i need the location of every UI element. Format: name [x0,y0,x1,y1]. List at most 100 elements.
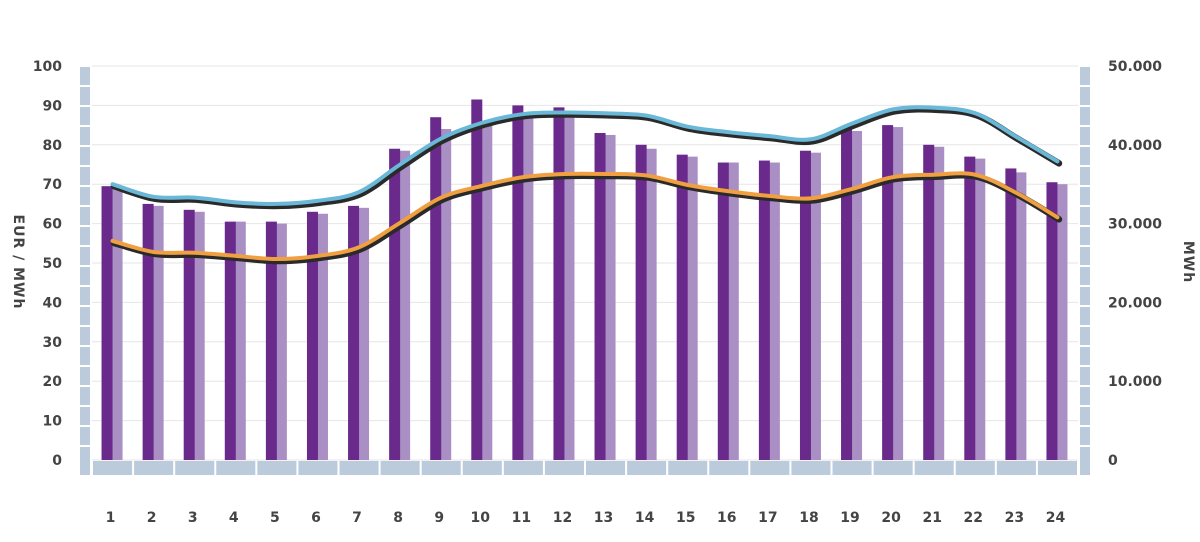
x-axis-strip-block [298,461,338,475]
x-axis-strip-block [832,461,872,475]
x-axis-strip-block [175,461,215,475]
left-tick-label: 10 [43,414,63,430]
x-tick-label: 7 [352,510,362,526]
x-tick-label: 6 [311,510,321,526]
axis-strip-block [1080,147,1090,165]
axis-strip-block [1080,427,1090,445]
bar-light [604,134,616,460]
right-tick-label: 10.000 [1108,374,1162,390]
bar-light [768,162,780,460]
x-axis-strip [80,461,1090,475]
x-tick-label: 14 [635,510,655,526]
x-axis-strip-block [257,461,297,475]
right-tick-label: 50.000 [1108,59,1162,75]
left-tick-label: 30 [43,335,63,351]
x-axis-ticks: 1 2 3 4 5 6 7 8 9 10 11 12 13 14 15 16 17 18 19 20 21 22 23 24 [106,510,1066,526]
bar-dark [224,221,236,460]
right-axis-title: MWh [1180,241,1196,283]
bar-light [193,211,205,460]
x-tick-label: 23 [1005,510,1024,526]
x-axis-strip-block [462,461,502,475]
x-tick-label: 17 [758,510,777,526]
bar-dark [964,156,976,460]
axis-strip-block [1080,67,1090,85]
bar-dark [594,132,606,461]
bar-light [234,221,246,460]
bar-dark [183,209,195,460]
bar-dark [101,186,113,461]
axis-strip-block [1080,107,1090,125]
axis-strip-block [80,327,90,345]
bar-dark [553,107,565,461]
bar-light [563,113,575,460]
x-axis-strip-block [914,461,954,475]
axis-strip-block [1080,127,1090,145]
x-tick-label: 24 [1046,510,1066,526]
bar-dark [1046,182,1058,461]
bar-dark [799,150,811,460]
bar-light [1015,172,1027,460]
x-axis-strip-block [586,461,626,475]
bar-dark [882,125,894,460]
x-axis-strip-block [503,461,543,475]
axis-strip-block [1080,87,1090,105]
bar-dark [142,203,154,460]
axis-strip-block [80,267,90,285]
x-axis-strip-block [544,461,584,475]
bar-light [481,121,493,460]
bar-dark [676,154,688,460]
bar-dark [306,211,318,460]
axis-strip-block [80,227,90,245]
axis-strip-block [80,427,90,445]
x-tick-label: 10 [471,510,491,526]
right-axis-ticks: 0 10.000 20.000 30.000 40.000 50.000 [1108,59,1162,469]
line-orange-shadow [110,172,1063,265]
bar-light [440,129,452,461]
axis-strip-block [80,187,90,205]
axis-strip-block [1080,407,1090,425]
left-tick-label: 40 [43,295,63,311]
left-axis-title: EUR / MWh [10,215,26,310]
axis-strip-block [1080,367,1090,385]
axis-strip-block [80,461,90,475]
bar-light [1056,184,1068,460]
x-tick-label: 19 [840,510,859,526]
x-axis-strip-block [1037,461,1077,475]
right-tick-label: 20.000 [1108,295,1162,311]
x-axis-strip-block [873,461,913,475]
right-tick-label: 30.000 [1108,217,1162,233]
right-tick-label: 0 [1108,453,1118,469]
axis-strip-block [80,107,90,125]
axis-strip-block [1080,447,1090,465]
x-axis-strip-block [627,461,667,475]
axis-strip-block [1080,307,1090,325]
line-blue-shadow [110,106,1063,210]
left-tick-label: 80 [43,138,63,154]
axis-strip-block [80,67,90,85]
bar-dark [717,162,729,460]
axis-strip-block [80,207,90,225]
bar-dark [471,99,483,461]
bar-light [152,205,164,460]
x-axis-strip-block [668,461,708,475]
axis-strip-block [1080,187,1090,205]
x-tick-label: 13 [594,510,613,526]
axis-strip-block [1080,247,1090,265]
axis-strip-block [80,407,90,425]
x-axis-strip-block [750,461,790,475]
bar-light [316,213,328,460]
bar-light [892,127,904,460]
bar-light [974,158,986,460]
bar-dark [841,129,853,461]
bar-light [727,162,739,460]
line-blue [110,105,1060,206]
x-tick-label: 12 [553,510,572,526]
left-tick-label: 60 [43,217,63,233]
axis-strip-block [1080,167,1090,185]
x-tick-label: 9 [434,510,444,526]
bar-light [851,131,863,460]
bar-dark [430,117,442,460]
bar-light [358,207,370,460]
axis-strip-block [80,87,90,105]
left-tick-label: 20 [43,374,63,390]
